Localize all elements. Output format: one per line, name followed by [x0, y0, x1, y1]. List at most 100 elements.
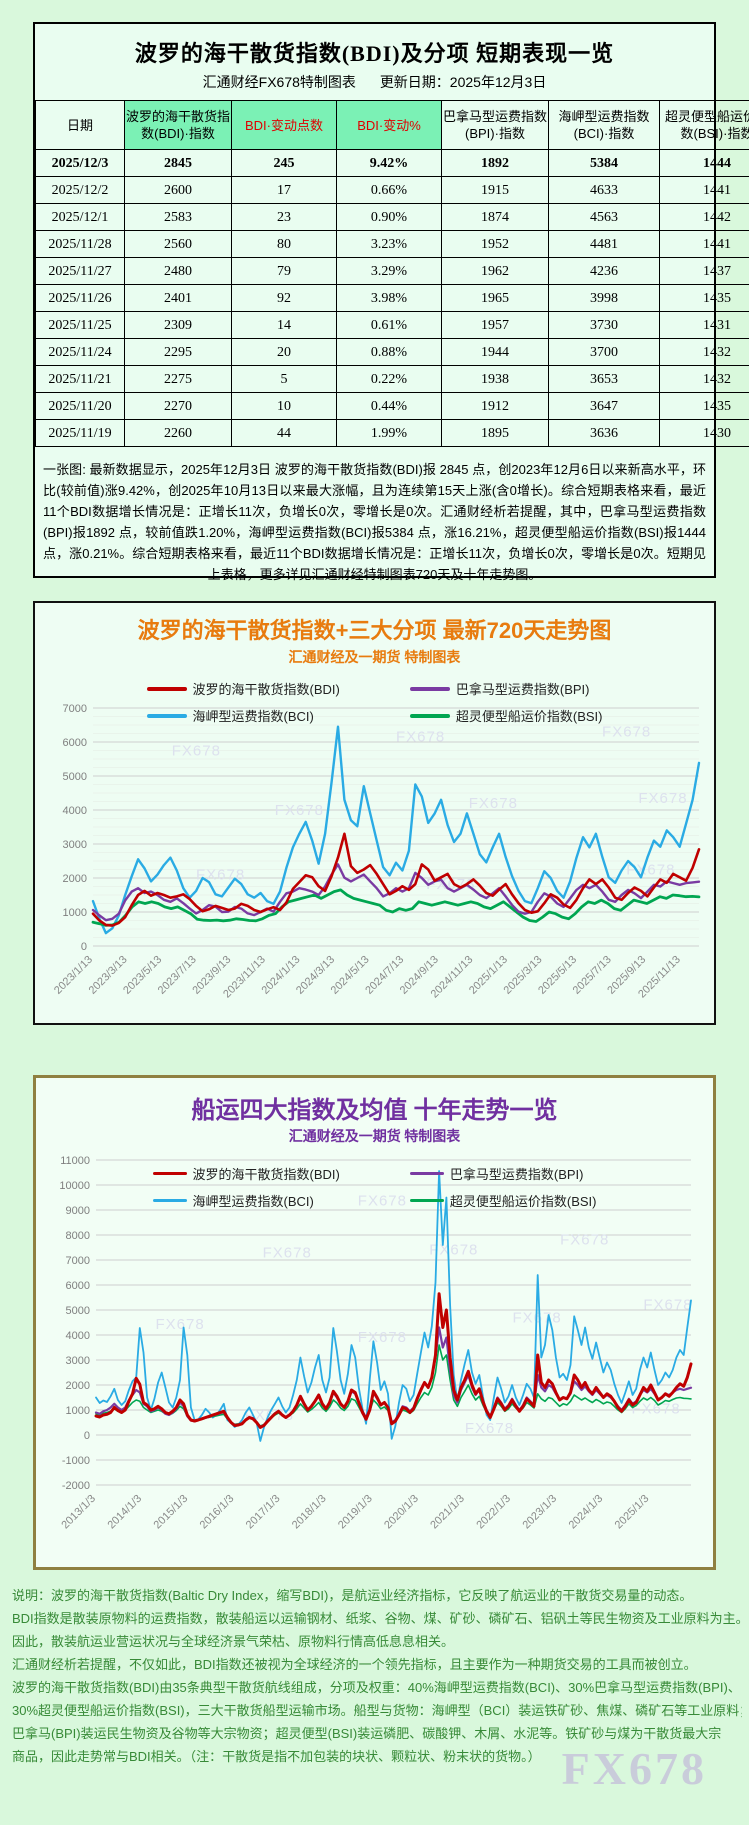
chart-720d-panel: 波罗的海干散货指数+三大分项 最新720天走势图 汇通财经及一期货 特制图表 波… — [33, 601, 716, 1025]
y-axis-label: 0 — [81, 941, 87, 953]
table-row: 2025/12/1 2583 23 0.90% 1874 4563 1442 — [35, 203, 749, 231]
table-cell: 1435 — [659, 284, 749, 312]
bpi-line-icon — [409, 1172, 444, 1175]
table-cell: 4481 — [548, 230, 660, 258]
table-cell: 1938 — [441, 365, 549, 393]
table-cell: 1944 — [441, 338, 549, 366]
table-cell: 2025/11/27 — [35, 257, 125, 285]
table-cell: 1.99% — [336, 419, 442, 447]
table-row: 2025/11/20 2270 10 0.44% 1912 3647 1435 — [35, 392, 749, 420]
table-cell: 2309 — [124, 311, 232, 339]
legend-item-bdi: 波罗的海干散货指数(BDI) — [152, 1164, 340, 1183]
table-cell: 0.88% — [336, 338, 442, 366]
column-header: 海岬型运费指数(BCI)·指数 — [548, 100, 660, 150]
table-row: 2025/11/24 2295 20 0.88% 1944 3700 1432 — [35, 338, 749, 366]
table-cell: 0.66% — [336, 176, 442, 204]
table-cell: 3730 — [548, 311, 660, 339]
table-cell: 2260 — [124, 419, 232, 447]
column-header: 波罗的海干散货指数(BDI)·指数 — [124, 100, 232, 150]
table-cell: 3636 — [548, 419, 660, 447]
table-cell: 17 — [231, 176, 337, 204]
y-axis-label: 5000 — [63, 771, 87, 783]
series-line — [94, 1292, 693, 1429]
table-subtitle: 汇通财经FX678特制图表 更新日期：2025年12月3日 — [35, 72, 714, 92]
fx678-watermark: FX678 — [632, 1401, 681, 1418]
table-cell: 1915 — [441, 176, 549, 204]
table-cell: 4563 — [548, 203, 660, 231]
table-cell: 2025/11/26 — [35, 284, 125, 312]
table-cell: 1874 — [441, 203, 549, 231]
table-cell: 1442 — [659, 203, 749, 231]
legend-item-bci: 海岬型运费指数(BCI) — [146, 706, 340, 725]
table-cell: 1952 — [441, 230, 549, 258]
bsi-line-icon — [409, 713, 450, 718]
footer-line: 商品，因此走势常与BDI相关。（注：干散货是指不加包装的块状、颗粒状、粉末状的货… — [12, 1749, 541, 1764]
legend-label-bpi: 巴拿马型运费指数(BPI) — [455, 682, 590, 697]
table-cell: 2025/11/21 — [35, 365, 125, 393]
table-cell: 245 — [231, 149, 337, 177]
chart-720d-canvas: 0 1000 2000 3000 4000 5000 6000 7000 FX678 FX678 F… — [52, 703, 701, 1000]
x-axis-label: 2025/1/3 — [613, 1493, 652, 1532]
legend-label-bsi: 超灵便型船运价指数(BSI) — [449, 1194, 597, 1209]
bdi-table-body: 2025/12/3 2845 245 9.42% 1892 5384 1444 2025/12… — [35, 149, 749, 447]
y-axis-label: -1000 — [62, 1455, 90, 1467]
fx678-watermark: FX678 — [626, 862, 675, 879]
bdi-line-icon — [152, 1172, 187, 1175]
y-axis-label: 8000 — [66, 1230, 90, 1242]
table-cell: 2025/11/25 — [35, 311, 125, 339]
chart-720d-subtitle: 汇通财经及一期货 特制图表 — [288, 649, 461, 665]
table-cell: 1957 — [441, 311, 549, 339]
table-cell: 1432 — [659, 365, 749, 393]
table-cell: 2025/11/19 — [35, 419, 125, 447]
legend-item-bpi: 巴拿马型运费指数(BPI) — [409, 1164, 597, 1183]
table-row: 2025/11/25 2309 14 0.61% 1957 3730 1431 — [35, 311, 749, 339]
fx678-watermark: FX678 — [396, 728, 445, 745]
x-axis-label: 2020/1/3 — [382, 1493, 421, 1532]
bpi-line-icon — [409, 686, 450, 691]
table-cell: 44 — [231, 419, 337, 447]
table-cell: 0.22% — [336, 365, 442, 393]
table-update-date: 更新日期：2025年12月3日 — [379, 74, 547, 90]
table-cell: 1965 — [441, 284, 549, 312]
x-axis-label: 2022/1/3 — [474, 1493, 513, 1532]
legend-label-bdi: 波罗的海干散货指数(BDI) — [192, 1167, 340, 1182]
table-row: 2025/11/27 2480 79 3.29% 1962 4236 1437 — [35, 257, 749, 285]
table-cell: 2845 — [124, 149, 232, 177]
table-row: 2025/11/21 2275 5 0.22% 1938 3653 1432 — [35, 365, 749, 393]
table-cell: 1912 — [441, 392, 549, 420]
y-axis-label: 6000 — [66, 1280, 90, 1292]
legend-item-bci: 海岬型运费指数(BCI) — [152, 1191, 340, 1210]
legend-item-bsi: 超灵便型船运价指数(BSI) — [409, 1191, 597, 1210]
bci-line-icon — [146, 713, 187, 718]
table-cell: 1430 — [659, 419, 749, 447]
fx678-watermark: FX678 — [172, 743, 221, 760]
fx678-watermark: FX678 — [469, 795, 518, 812]
table-row: 2025/12/2 2600 17 0.66% 1915 4633 1441 — [35, 176, 749, 204]
fx678-watermark: FX678 — [465, 1420, 514, 1437]
chart-10y-subtitle: 汇通财经及一期货 特制图表 — [288, 1130, 461, 1145]
table-cell: 2025/12/3 — [35, 149, 125, 177]
fx678-watermark: FX678 — [602, 724, 651, 741]
bsi-line-icon — [409, 1199, 444, 1202]
y-axis-label: 2000 — [63, 873, 87, 885]
footer-line: 30%超灵便型船运价指数(BSI)，三大干散货船型运输市场。船型与货物：海岬型（… — [12, 1703, 742, 1718]
table-cell: 1432 — [659, 338, 749, 366]
fx678-watermark: FX678 — [196, 866, 245, 883]
series-line — [91, 725, 701, 935]
table-row: 2025/12/3 2845 245 9.42% 1892 5384 1444 — [35, 149, 749, 177]
fx678-watermark: FX678 — [263, 1245, 312, 1262]
y-axis-label: 1000 — [66, 1405, 90, 1417]
table-source: 汇通财经FX678特制图表 — [202, 74, 356, 90]
legend-label-bpi: 巴拿马型运费指数(BPI) — [449, 1167, 584, 1182]
legend-item-bpi: 巴拿马型运费指数(BPI) — [409, 679, 603, 698]
chart-720d-title: 波罗的海干散货指数+三大分项 最新720天走势图 — [137, 618, 612, 643]
x-axis-label: 2023/1/3 — [520, 1493, 559, 1532]
table-cell: 1441 — [659, 176, 749, 204]
table-cell: 2025/12/1 — [35, 203, 125, 231]
footer-line: 波罗的海干散货指数(BDI)由35条典型干散货航线组成，分项及权重：40%海岬型… — [12, 1680, 741, 1695]
table-cell: 0.90% — [336, 203, 442, 231]
x-axis-label: 2013/1/3 — [59, 1493, 98, 1532]
table-cell: 1435 — [659, 392, 749, 420]
table-cell: 20 — [231, 338, 337, 366]
